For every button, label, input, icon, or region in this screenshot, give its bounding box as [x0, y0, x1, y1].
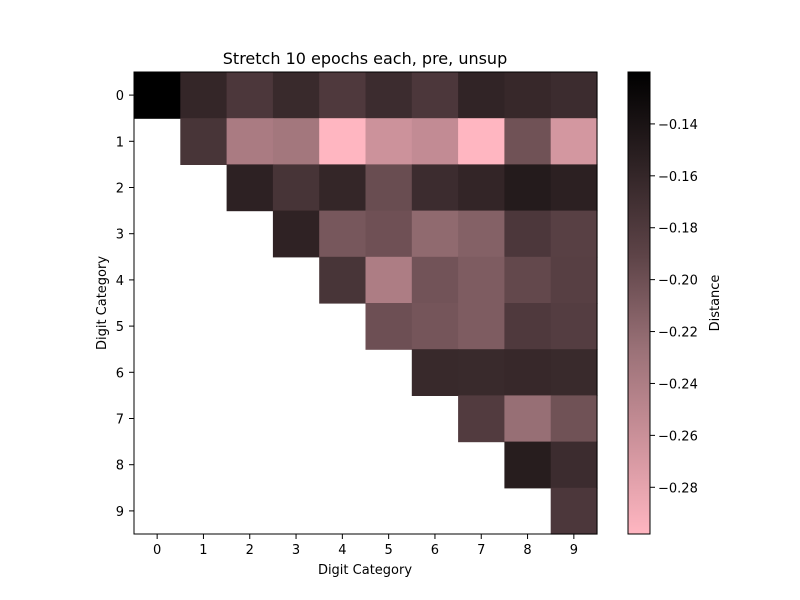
x-tick-label: 8 [523, 543, 531, 558]
heatmap-cell-3-6 [411, 210, 459, 258]
y-axis-label: Digit Category [95, 256, 110, 350]
heatmap-cell-0-3 [272, 72, 320, 119]
x-tick-label: 3 [292, 543, 300, 558]
heatmap-cell-5-5 [365, 303, 413, 350]
heatmap-cell-2-4 [319, 164, 367, 212]
colorbar [627, 71, 651, 535]
colorbar-ticks: −0.14 −0.16 −0.18 −0.20 −0.22 −0.24 −0.26 −0.28 [650, 118, 698, 496]
heatmap-cell-3-5 [365, 210, 413, 258]
heatmap-cell-0-8 [504, 72, 552, 119]
heatmap-cell-3-9 [550, 210, 598, 258]
heatmap-cell-8-8 [504, 441, 552, 489]
x-tick-label: 4 [338, 543, 346, 558]
y-tick-label: 7 [116, 413, 124, 428]
x-tick-label: 6 [431, 543, 439, 558]
heatmap-cell-4-6 [411, 256, 459, 304]
y-tick-label: 9 [116, 505, 124, 520]
heatmap-cell-6-9 [550, 349, 598, 396]
heatmap-cell-3-7 [458, 210, 505, 258]
colorbar-tick-label: −0.20 [658, 274, 698, 289]
heatmap-cell-8-9 [550, 441, 598, 489]
heatmap-cell-2-2 [226, 164, 274, 212]
x-axis: 0 1 2 3 4 5 6 7 8 9 [153, 534, 578, 558]
heatmap-cell-0-0 [134, 72, 181, 119]
heatmap-cell-5-6 [411, 303, 459, 350]
x-axis-label: Digit Category [318, 563, 412, 578]
colorbar-tick-label: −0.26 [658, 429, 698, 444]
heatmap-cell-6-8 [504, 349, 552, 396]
colorbar-tick-label: −0.16 [658, 170, 698, 185]
heatmap-cell-3-3 [272, 210, 320, 258]
heatmap-cell-0-5 [365, 72, 413, 119]
colorbar-tick-label: −0.24 [658, 377, 698, 392]
colorbar-tick-label: −0.18 [658, 222, 698, 237]
heatmap-cell-4-7 [458, 256, 505, 304]
heatmap-cell-2-8 [504, 164, 552, 212]
heatmap-cell-0-7 [458, 72, 505, 119]
heatmap-cell-5-9 [550, 303, 598, 350]
heatmap-cell-2-6 [411, 164, 459, 212]
x-tick-label: 7 [477, 543, 485, 558]
colorbar-tick-label: −0.28 [658, 481, 698, 496]
heatmap-cell-5-8 [504, 303, 552, 350]
heatmap-cell-1-6 [411, 118, 459, 165]
heatmap-cell-3-8 [504, 210, 552, 258]
x-tick-label: 5 [385, 543, 393, 558]
chart-title: Stretch 10 epochs each, pre, unsup [223, 49, 507, 68]
heatmap-cell-0-9 [550, 72, 598, 119]
y-axis: 0 1 2 3 4 5 6 7 8 9 [116, 89, 134, 520]
heatmap-cell-4-8 [504, 256, 552, 304]
heatmap-cell-4-5 [365, 256, 413, 304]
heatmap-cell-4-9 [550, 256, 598, 304]
heatmap-cell-1-9 [550, 118, 598, 165]
colorbar-tick-label: −0.14 [658, 118, 698, 133]
x-tick-label: 2 [246, 543, 254, 558]
heatmap-cells [134, 72, 598, 535]
heatmap-cell-1-1 [180, 118, 228, 165]
y-tick-label: 4 [116, 274, 124, 289]
y-tick-label: 0 [116, 89, 124, 104]
heatmap-cell-1-7 [458, 118, 505, 165]
heatmap-frame [133, 71, 598, 535]
y-tick-label: 1 [116, 135, 124, 150]
heatmap-cell-5-7 [458, 303, 505, 350]
y-tick-label: 2 [116, 182, 124, 197]
heatmap-cell-1-4 [319, 118, 367, 165]
heatmap-cell-6-7 [458, 349, 505, 396]
heatmap-cell-3-4 [319, 210, 367, 258]
y-tick-label: 6 [116, 366, 124, 381]
heatmap-cell-0-4 [319, 72, 367, 119]
heatmap-cell-7-8 [504, 395, 552, 443]
x-tick-label: 0 [153, 543, 161, 558]
heatmap-cell-1-8 [504, 118, 552, 165]
heatmap-cell-0-6 [411, 72, 459, 119]
heatmap-cell-9-9 [550, 487, 598, 535]
heatmap-cell-2-3 [272, 164, 320, 212]
x-tick-label: 9 [570, 543, 578, 558]
heatmap-cell-0-2 [226, 72, 274, 119]
y-tick-label: 5 [116, 320, 124, 335]
heatmap-cell-4-4 [319, 256, 367, 304]
heatmap-cell-6-6 [411, 349, 459, 396]
x-tick-label: 1 [199, 543, 207, 558]
colorbar-label: Distance [708, 275, 723, 332]
heatmap-cell-2-5 [365, 164, 413, 212]
heatmap-cell-7-7 [458, 395, 505, 443]
y-tick-label: 8 [116, 459, 124, 474]
colorbar-tick-label: −0.22 [658, 326, 698, 341]
heatmap-cell-1-2 [226, 118, 274, 165]
heatmap-cell-0-1 [180, 72, 228, 119]
heatmap-cell-1-3 [272, 118, 320, 165]
heatmap-cell-2-7 [458, 164, 505, 212]
heatmap-cell-1-5 [365, 118, 413, 165]
heatmap-cell-2-9 [550, 164, 598, 212]
heatmap-cell-7-9 [550, 395, 598, 443]
y-tick-label: 3 [116, 228, 124, 243]
